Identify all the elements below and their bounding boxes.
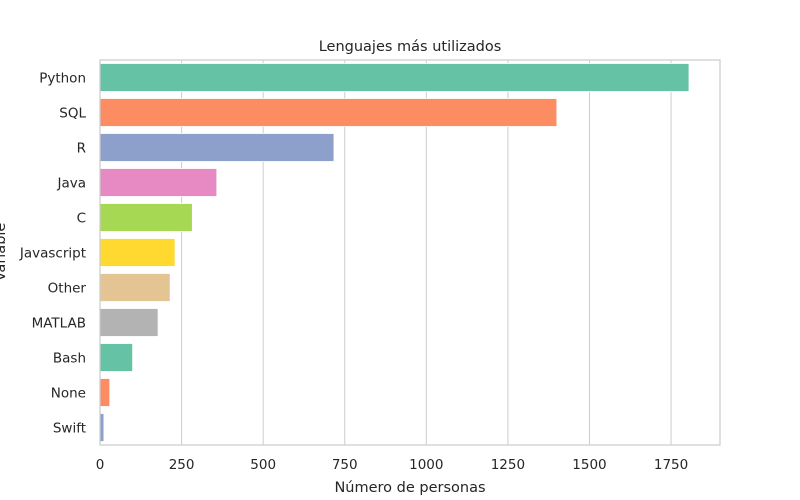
bar-c	[99, 203, 193, 232]
y-tick-label: C	[77, 211, 86, 227]
bar-sql	[99, 98, 558, 127]
bar-r	[99, 133, 335, 162]
bar-java	[99, 168, 218, 197]
plot-frame	[99, 59, 721, 446]
bar-matlab	[99, 308, 159, 337]
x-tick-label: 0	[96, 457, 105, 473]
y-tick-label: Java	[56, 176, 86, 192]
bar-other	[99, 273, 171, 302]
y-tick-label: R	[77, 141, 86, 157]
bar-none	[99, 378, 111, 407]
bar-bash	[99, 343, 134, 372]
x-tick-label: 1750	[654, 457, 688, 473]
bar-javascript	[99, 238, 176, 267]
x-tick-label: 1500	[572, 457, 606, 473]
x-tick-label: 500	[250, 457, 276, 473]
y-tick-label: Other	[48, 281, 87, 297]
x-tick-label: 250	[169, 457, 195, 473]
y-tick-label: Javascript	[19, 246, 86, 262]
y-axis-label: Variable	[0, 223, 9, 282]
chart-title: Lenguajes más utilizados	[319, 39, 502, 55]
y-tick-label: Bash	[53, 351, 86, 367]
y-tick-labels: Python SQL R Java C Javascript Other MATLAB Bash…	[19, 71, 87, 437]
y-tick-label: Python	[39, 71, 86, 87]
x-tick-labels: 0 250 500 750 1000 1250 1500 1750	[96, 457, 689, 473]
x-tick-label: 1000	[409, 457, 443, 473]
bar-python	[99, 63, 690, 92]
y-tick-label: None	[51, 386, 86, 402]
x-axis-label: Número de personas	[334, 480, 485, 496]
x-tick-label: 750	[332, 457, 358, 473]
y-tick-label: MATLAB	[32, 316, 86, 332]
bars	[99, 63, 690, 442]
x-tick-label: 1250	[491, 457, 525, 473]
y-tick-label: Swift	[53, 421, 86, 437]
y-tick-label: SQL	[59, 106, 86, 122]
